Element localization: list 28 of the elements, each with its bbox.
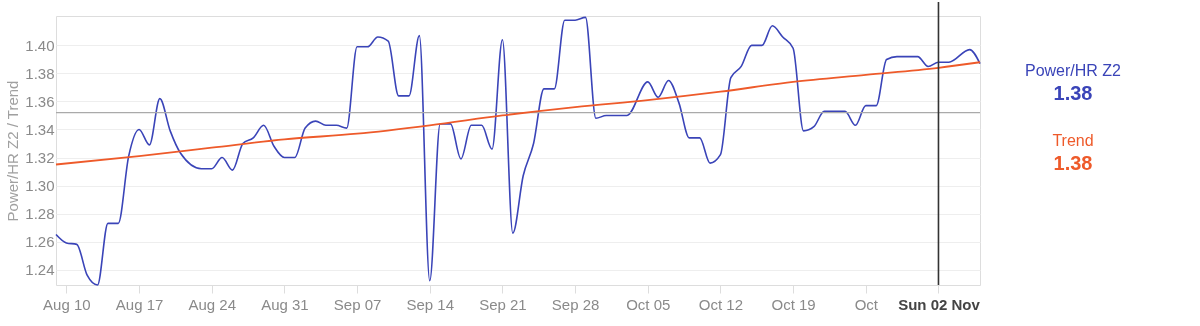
- x-tick-label: Sep 14: [406, 295, 455, 313]
- x-tick-label: Oct 05: [626, 295, 671, 313]
- x-tick-label: Aug 31: [261, 295, 309, 313]
- x-tick-label: Sep 28: [551, 295, 600, 313]
- x-tick-label: Oct 19: [771, 295, 816, 313]
- y-tick-label: 1.38: [25, 64, 55, 82]
- y-axis-title: Power/HR Z2 / Trend: [4, 80, 22, 222]
- x-tick-label: Sun 02 Nov: [898, 295, 981, 313]
- text: 1.38: [1053, 152, 1093, 174]
- y-tick-label: 1.32: [25, 149, 55, 167]
- x-tick-label: Sep 21: [479, 295, 527, 313]
- y-tick-label: 1.30: [25, 177, 55, 195]
- y-tick-label: 1.24: [25, 261, 55, 279]
- y-tick-label: 1.34: [25, 120, 55, 138]
- x-tick-label: Aug 17: [115, 295, 164, 313]
- y-tick-label: 1.40: [25, 36, 55, 54]
- y-tick-label: 1.36: [25, 92, 55, 110]
- x-tick-label: Oct: [854, 295, 879, 313]
- line-series: [55, 61, 981, 166]
- text: Trend: [1052, 132, 1094, 149]
- text: 1.38: [1053, 82, 1093, 104]
- x-tick-label: Oct 12: [698, 295, 744, 313]
- x-tick-label: Aug 24: [188, 295, 236, 313]
- x-tick-label: Sep 07: [333, 295, 382, 313]
- y-tick-label: 1.26: [25, 233, 55, 251]
- text: Power/HR Z2: [1024, 62, 1122, 79]
- y-tick-label: 1.28: [25, 205, 55, 223]
- x-tick-label: Aug 10: [43, 295, 91, 313]
